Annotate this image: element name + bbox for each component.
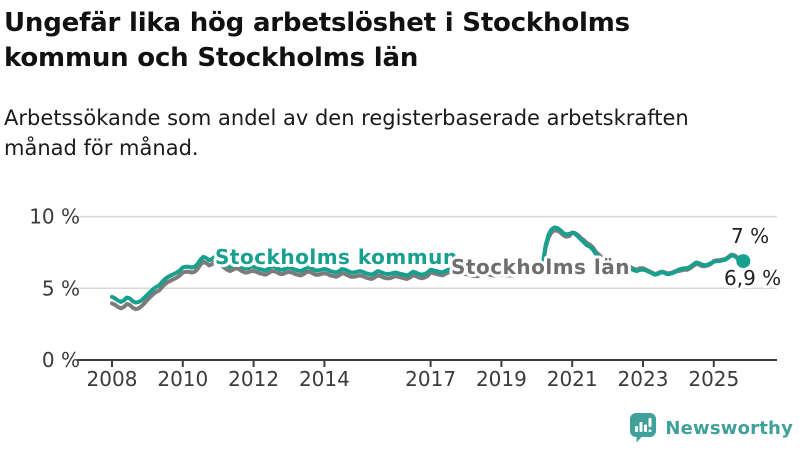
line-chart: 0 %5 %10 % 2008 2010 2012 2014 2017 2019 2021 2… [29, 205, 784, 391]
series-lines [110, 225, 746, 312]
x-axis-labels: 2008 2010 2012 2014 2017 2019 2021 2023 2025 [87, 367, 740, 391]
x-tick-label: 2014 [299, 367, 350, 391]
chart-subtitle: Arbetssökande som andel av den registerb… [4, 106, 689, 160]
series-line-1 [110, 225, 746, 305]
series-label-kommun: Stockholms kommun [215, 245, 458, 269]
end-value-label-lan: 7 % [731, 224, 769, 248]
x-tick-label: 2012 [228, 367, 279, 391]
y-tick-label: 10 % [29, 205, 80, 229]
newsworthy-logo-text: Newsworthy [665, 417, 793, 439]
x-tick-label: 2023 [618, 367, 669, 391]
bar-chart-speech-bubble-icon [630, 413, 657, 443]
y-tick-label: 0 % [42, 348, 80, 372]
page-title: Ungefär lika hög arbetslöshet i Stockhol… [4, 8, 630, 73]
x-tick-label: 2025 [688, 367, 739, 391]
series-label-lan: Stockholms län [451, 255, 630, 279]
x-tick-label: 2017 [405, 367, 456, 391]
y-axis-labels: 0 % 5 % 10 % [29, 205, 80, 372]
newsworthy-logo[interactable]: Newsworthy [630, 412, 793, 444]
chart-header: Ungefär lika hög arbetslöshet i Stockhol… [4, 6, 749, 163]
x-tick-label: 2010 [157, 367, 208, 391]
x-tick-label: 2008 [87, 367, 138, 391]
x-axis-ticks [111, 360, 715, 367]
series-endpoint-dot [736, 254, 751, 269]
x-tick-label: 2019 [476, 367, 527, 391]
x-tick-label: 2021 [547, 367, 598, 391]
y-tick-label: 5 % [42, 276, 80, 300]
end-value-label-kommun: 6,9 % [724, 266, 781, 290]
y-gridlines [77, 215, 777, 290]
